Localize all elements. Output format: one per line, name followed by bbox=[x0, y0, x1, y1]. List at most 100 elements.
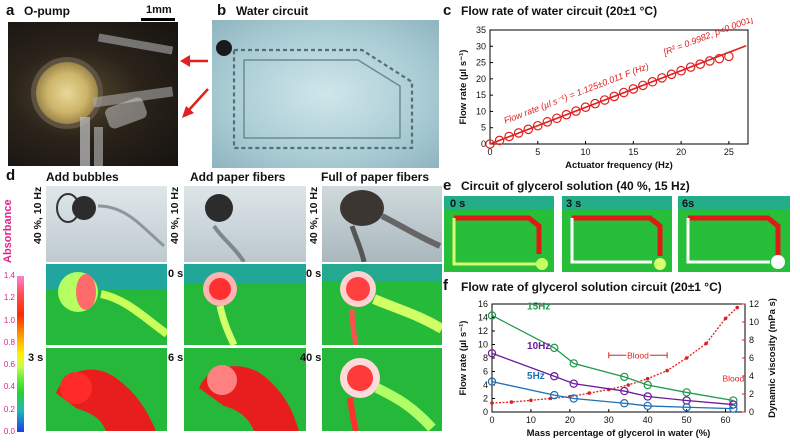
data-point bbox=[590, 98, 600, 109]
x-axis-label: Mass percentage of glycerol in water (%) bbox=[527, 428, 711, 439]
series-point-15Hz bbox=[569, 359, 578, 368]
viscosity-point bbox=[529, 398, 533, 403]
scale-bar bbox=[141, 18, 175, 21]
y2-tick-label: 4 bbox=[749, 371, 754, 381]
blood-annotation-2: Blood bbox=[722, 373, 744, 383]
series-point-15Hz bbox=[550, 343, 559, 353]
x-tick-label: 10 bbox=[526, 415, 536, 425]
y2-tick-label: 10 bbox=[749, 317, 759, 327]
y-tick-label: 14 bbox=[478, 313, 488, 323]
series-line-10Hz bbox=[491, 352, 734, 406]
y-tick-label: 0 bbox=[483, 407, 488, 417]
data-point bbox=[561, 109, 572, 120]
x-tick-label: 30 bbox=[604, 415, 614, 425]
colorbar-tick: 1.0 bbox=[3, 315, 15, 325]
y-tick-label: 25 bbox=[476, 58, 486, 68]
y2-tick-label: 0 bbox=[749, 407, 754, 417]
y-tick-label: 0 bbox=[481, 139, 486, 149]
time-label-e-1: 3 s bbox=[566, 198, 582, 210]
data-point bbox=[580, 102, 591, 112]
data-point bbox=[494, 135, 505, 146]
column-title-full-fibers: Full of paper fibers bbox=[321, 170, 430, 184]
y2-tick-label: 12 bbox=[749, 299, 759, 309]
x-tick-label: 60 bbox=[721, 415, 731, 425]
time-label-fibers-row1: 0 s bbox=[168, 268, 184, 280]
y2-tick-label: 6 bbox=[749, 353, 754, 363]
data-point bbox=[666, 69, 677, 80]
colorbar-tick: 0.6 bbox=[3, 360, 15, 370]
x-tick-label: 0 bbox=[487, 147, 492, 157]
x-tick-label: 20 bbox=[676, 147, 686, 157]
y-axis-label: Flow rate (µl s⁻¹) bbox=[458, 50, 469, 125]
x-tick-label: 10 bbox=[581, 147, 591, 157]
y-tick-label: 6 bbox=[483, 367, 488, 377]
viscosity-point bbox=[735, 305, 740, 310]
time-label-e-0: 0 s bbox=[450, 198, 466, 210]
chart-glycerol-flow-rate: 0 10 20 30 40 50 60 0 2 4 6 8 10 12 14 16 0 2 4 6 8 10 12 Mass … bbox=[458, 298, 778, 439]
panel-label-c: c bbox=[443, 2, 452, 19]
panel-title-b: Water circuit bbox=[236, 4, 309, 18]
water-circuit-photo bbox=[212, 20, 439, 168]
data-point bbox=[657, 73, 667, 83]
data-point bbox=[628, 84, 639, 94]
x-tick-label: 0 bbox=[489, 415, 494, 425]
series-point-10Hz bbox=[550, 372, 559, 381]
y-axis-label: Flow rate (µl s⁻¹) bbox=[458, 321, 469, 396]
thermal-fibers-6s bbox=[184, 348, 306, 431]
viscosity-point bbox=[665, 368, 669, 373]
viscosity-point bbox=[684, 356, 689, 360]
y-tick-label: 2 bbox=[483, 394, 488, 404]
thermal-glycerol-3s bbox=[562, 196, 672, 272]
colorbar-title: Absorbance bbox=[2, 199, 14, 263]
thermal-bubbles-3s bbox=[46, 348, 167, 431]
data-point bbox=[685, 62, 696, 72]
y-tick-label: 8 bbox=[483, 353, 488, 363]
flow-arrows bbox=[180, 55, 209, 118]
panel-title-a: O-pump bbox=[24, 4, 70, 18]
photo-paper-fibers bbox=[184, 186, 306, 262]
y-tick-label: 10 bbox=[478, 340, 488, 350]
viscosity-point bbox=[626, 383, 631, 387]
condition-label-3: 40 %, 10 Hz bbox=[308, 186, 320, 244]
panel-label-e: e bbox=[443, 177, 452, 194]
x-tick-label: 15 bbox=[628, 147, 638, 157]
data-point bbox=[638, 80, 648, 91]
viscosity-line bbox=[491, 307, 738, 404]
thermal-full-fibers-40s bbox=[322, 348, 442, 431]
colorbar-tick: 0.0 bbox=[3, 427, 15, 436]
x-tick-label: 20 bbox=[565, 415, 575, 425]
colorbar bbox=[17, 276, 24, 432]
fit-statistics: [R² = 0.9982, p<0.0001] bbox=[661, 18, 755, 58]
series-point-10Hz bbox=[487, 349, 497, 358]
x-axis-label: Actuator frequency (Hz) bbox=[565, 160, 673, 171]
pump-disc bbox=[36, 62, 98, 124]
series-label: 10Hz bbox=[527, 341, 550, 352]
data-point bbox=[714, 53, 725, 64]
x-tick-label: 40 bbox=[643, 415, 653, 425]
time-label-e-2: 6s bbox=[682, 198, 695, 210]
series-point-5Hz bbox=[682, 403, 691, 412]
y2-tick-label: 2 bbox=[749, 389, 754, 399]
viscosity-point bbox=[509, 400, 514, 404]
data-point bbox=[609, 91, 620, 102]
panel-label-b: b bbox=[217, 2, 227, 19]
column-title-fibers: Add paper fibers bbox=[190, 170, 286, 184]
time-label-bubbles-row1: 0 s bbox=[28, 268, 44, 280]
y-tick-label: 5 bbox=[481, 123, 486, 133]
panel-label-f: f bbox=[443, 277, 448, 294]
blood-annotation: Blood bbox=[627, 350, 649, 360]
data-point bbox=[704, 56, 715, 66]
data-point bbox=[695, 59, 706, 69]
data-point bbox=[513, 128, 524, 138]
series-point-15Hz bbox=[620, 372, 629, 382]
thermal-fibers-0s bbox=[184, 264, 306, 345]
y-tick-label: 10 bbox=[476, 106, 486, 116]
series-point-10Hz bbox=[620, 386, 629, 396]
scale-bar-label: 1mm bbox=[146, 4, 172, 16]
y-tick-label: 16 bbox=[478, 299, 488, 309]
x-tick-label: 5 bbox=[535, 147, 540, 157]
x-tick-label: 25 bbox=[724, 147, 734, 157]
viscosity-point bbox=[587, 391, 592, 395]
data-point bbox=[552, 113, 562, 124]
panel-label-d: d bbox=[6, 167, 16, 184]
